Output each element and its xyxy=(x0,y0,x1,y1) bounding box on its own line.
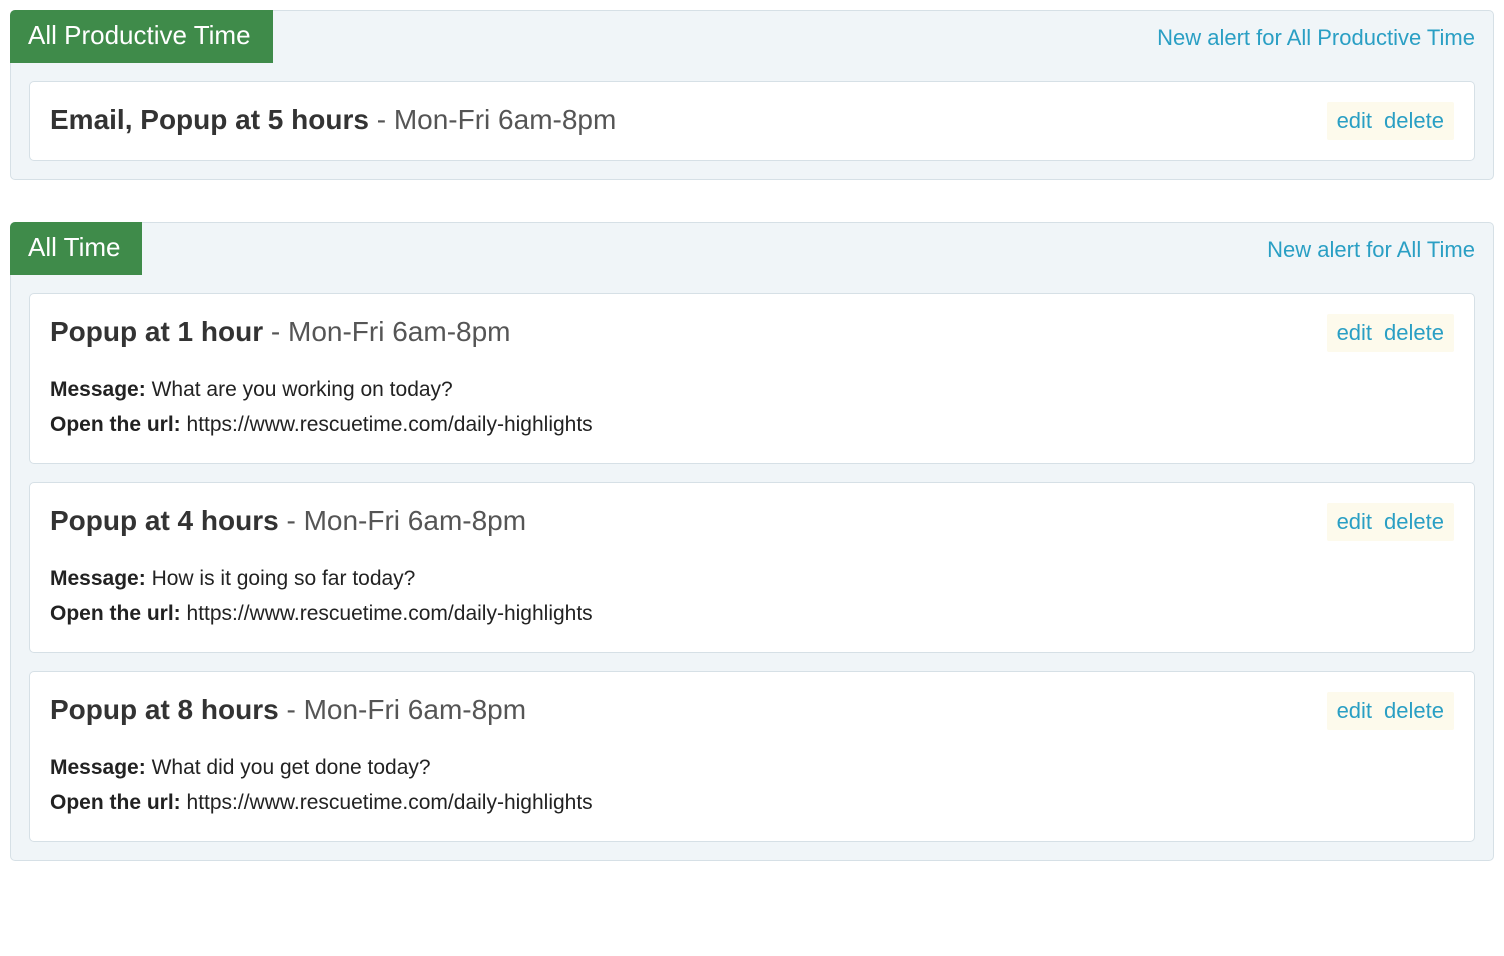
alert-body: Message: How is it going so far today? O… xyxy=(50,563,1454,630)
alert-schedule: Mon-Fri 6am-8pm xyxy=(304,505,526,536)
new-alert-link[interactable]: New alert for All Time xyxy=(1267,223,1475,263)
delete-link[interactable]: delete xyxy=(1384,108,1444,134)
title-separator: - xyxy=(263,316,288,347)
title-separator: - xyxy=(279,505,304,536)
alert-title: Popup at 4 hours - Mon-Fri 6am-8pm xyxy=(50,503,526,539)
url-value: https://www.rescuetime.com/daily-highlig… xyxy=(187,602,593,625)
alert-message-line: Message: What did you get done today? xyxy=(50,752,1454,785)
alert-card: Popup at 1 hour - Mon-Fri 6am-8pm edit d… xyxy=(29,293,1475,464)
alert-title: Email, Popup at 5 hours - Mon-Fri 6am-8p… xyxy=(50,102,616,138)
alert-url-line: Open the url: https://www.rescuetime.com… xyxy=(50,787,1454,820)
new-alert-link[interactable]: New alert for All Productive Time xyxy=(1157,11,1475,51)
card-actions: edit delete xyxy=(1327,503,1454,541)
message-label: Message: xyxy=(50,756,146,779)
alert-schedule: Mon-Fri 6am-8pm xyxy=(394,104,616,135)
alert-body: Message: What are you working on today? … xyxy=(50,374,1454,441)
delete-link[interactable]: delete xyxy=(1384,509,1444,535)
delete-link[interactable]: delete xyxy=(1384,698,1444,724)
alert-schedule: Mon-Fri 6am-8pm xyxy=(304,694,526,725)
message-value: What are you working on today? xyxy=(152,378,453,401)
url-label: Open the url: xyxy=(50,602,181,625)
edit-link[interactable]: edit xyxy=(1337,698,1372,724)
edit-link[interactable]: edit xyxy=(1337,108,1372,134)
alert-section-all-time: All Time New alert for All Time Popup at… xyxy=(10,222,1494,861)
message-label: Message: xyxy=(50,378,146,401)
message-value: What did you get done today? xyxy=(152,756,431,779)
section-title: All Time xyxy=(10,222,142,275)
alert-title-bold: Email, Popup at 5 hours xyxy=(50,104,369,135)
alert-card: Email, Popup at 5 hours - Mon-Fri 6am-8p… xyxy=(29,81,1475,161)
edit-link[interactable]: edit xyxy=(1337,320,1372,346)
card-header-row: Popup at 8 hours - Mon-Fri 6am-8pm edit … xyxy=(50,692,1454,730)
card-actions: edit delete xyxy=(1327,314,1454,352)
alert-card: Popup at 8 hours - Mon-Fri 6am-8pm edit … xyxy=(29,671,1475,842)
alert-card: Popup at 4 hours - Mon-Fri 6am-8pm edit … xyxy=(29,482,1475,653)
alert-url-line: Open the url: https://www.rescuetime.com… xyxy=(50,598,1454,631)
delete-link[interactable]: delete xyxy=(1384,320,1444,346)
alert-section-productive: All Productive Time New alert for All Pr… xyxy=(10,10,1494,180)
edit-link[interactable]: edit xyxy=(1337,509,1372,535)
url-value: https://www.rescuetime.com/daily-highlig… xyxy=(187,791,593,814)
alert-title-bold: Popup at 8 hours xyxy=(50,694,279,725)
section-title: All Productive Time xyxy=(10,10,273,63)
alert-title-bold: Popup at 1 hour xyxy=(50,316,263,347)
card-header-row: Email, Popup at 5 hours - Mon-Fri 6am-8p… xyxy=(50,102,1454,140)
alert-message-line: Message: What are you working on today? xyxy=(50,374,1454,407)
url-label: Open the url: xyxy=(50,791,181,814)
message-label: Message: xyxy=(50,567,146,590)
alert-title-bold: Popup at 4 hours xyxy=(50,505,279,536)
alert-title: Popup at 8 hours - Mon-Fri 6am-8pm xyxy=(50,692,526,728)
alert-schedule: Mon-Fri 6am-8pm xyxy=(288,316,510,347)
message-value: How is it going so far today? xyxy=(152,567,416,590)
alert-url-line: Open the url: https://www.rescuetime.com… xyxy=(50,409,1454,442)
title-separator: - xyxy=(279,694,304,725)
url-label: Open the url: xyxy=(50,413,181,436)
card-header-row: Popup at 4 hours - Mon-Fri 6am-8pm edit … xyxy=(50,503,1454,541)
title-separator: - xyxy=(369,104,394,135)
section-header: All Productive Time New alert for All Pr… xyxy=(11,11,1493,63)
url-value: https://www.rescuetime.com/daily-highlig… xyxy=(187,413,593,436)
card-actions: edit delete xyxy=(1327,102,1454,140)
alert-message-line: Message: How is it going so far today? xyxy=(50,563,1454,596)
alert-title: Popup at 1 hour - Mon-Fri 6am-8pm xyxy=(50,314,510,350)
card-actions: edit delete xyxy=(1327,692,1454,730)
section-header: All Time New alert for All Time xyxy=(11,223,1493,275)
alert-body: Message: What did you get done today? Op… xyxy=(50,752,1454,819)
card-header-row: Popup at 1 hour - Mon-Fri 6am-8pm edit d… xyxy=(50,314,1454,352)
